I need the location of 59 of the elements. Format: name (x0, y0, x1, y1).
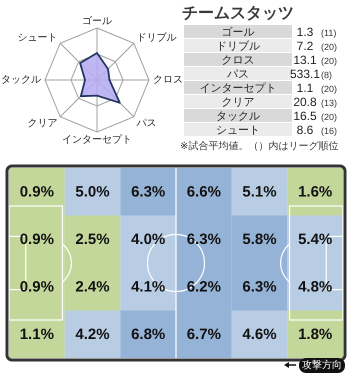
data-label: 6.6% (186, 183, 221, 200)
spoke-label: ゴール (82, 15, 112, 27)
category-label: ドリブル (216, 40, 260, 52)
data-label: 533.1 (290, 67, 320, 81)
data-label: 13.1 (293, 53, 317, 67)
data-label: 16.5 (293, 109, 317, 123)
data-label: 0.9% (20, 183, 54, 200)
data-label: 5.8% (242, 230, 277, 248)
text: ※試合平均値。（）内はリーグ順位 (180, 140, 338, 152)
data-label: 7.2 (296, 39, 314, 53)
data-label: 4.1% (131, 278, 166, 296)
data-label: 6.3% (186, 230, 221, 248)
category-label: パス (226, 68, 249, 80)
data-label: (8) (321, 70, 332, 80)
data-label: 5.1% (242, 183, 277, 200)
category-label: クロス (222, 54, 254, 66)
spoke-label: タックル (1, 74, 41, 86)
text: チームスタッツ (182, 3, 294, 22)
data-label: 6.3% (242, 278, 277, 296)
data-label: (20) (321, 84, 338, 94)
spoke-label: パス (136, 118, 157, 130)
data-label: 5.4% (298, 230, 332, 248)
spoke-label: シュート (17, 32, 58, 44)
category-label: シュート (216, 124, 260, 136)
category-label: タックル (216, 110, 260, 122)
data-label: 2.5% (75, 230, 110, 248)
data-label: 4.2% (75, 326, 110, 343)
data-label: 8.6 (296, 123, 314, 137)
data-label: (20) (321, 112, 338, 122)
category-label: ゴール (222, 26, 254, 38)
data-label: 0.9% (20, 230, 54, 248)
category-label: クリア (222, 96, 254, 108)
data-label: 4.6% (242, 326, 277, 343)
data-label: 1.1 (296, 81, 314, 95)
data-label: 6.8% (131, 326, 166, 343)
data-label: 1.1% (20, 326, 54, 343)
data-label: (11) (321, 28, 336, 38)
data-label: 20.8 (293, 95, 317, 109)
category-label: インターセプト (200, 82, 276, 94)
spoke-label: クロス (153, 74, 183, 86)
data-label: 6.3% (131, 183, 166, 200)
data-label: (13) (321, 98, 338, 108)
data-label: 0.9% (20, 278, 54, 296)
data-label: (20) (321, 56, 338, 66)
data-label: 1.6% (298, 183, 332, 200)
data-label: 4.8% (298, 278, 332, 296)
data-label: 1.3 (296, 25, 314, 39)
data-label: 6.2% (186, 278, 221, 296)
data-label: 2.4% (75, 278, 110, 296)
annotation: 攻撃方向 (302, 359, 342, 371)
data-label: 1.8% (298, 326, 332, 343)
data-label: (16) (321, 126, 338, 136)
data-label: (20) (321, 42, 338, 52)
data-label: 4.0% (131, 230, 166, 248)
spoke-label: クリア (27, 118, 58, 130)
data-label: 6.7% (186, 326, 221, 343)
spoke-label: インターセプト (62, 133, 132, 146)
spoke-label: ドリブル (136, 31, 177, 44)
data-label: 5.0% (75, 183, 110, 200)
